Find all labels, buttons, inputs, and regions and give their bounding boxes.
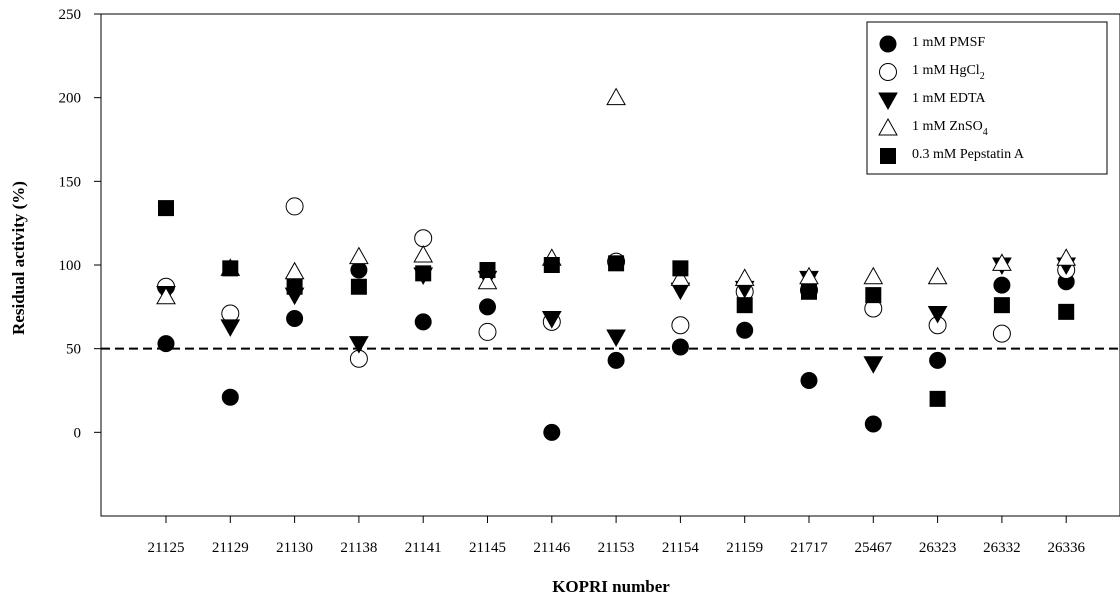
data-point: [157, 335, 175, 353]
series-0-3-mm-pepstatin-a: [158, 200, 1075, 407]
x-tick-label: 26336: [1047, 540, 1085, 556]
data-point: [349, 246, 369, 265]
y-axis-title: Residual activity (%): [9, 181, 28, 335]
data-point: [158, 200, 174, 217]
y-tick-label: 200: [59, 91, 82, 107]
data-point: [992, 324, 1011, 343]
data-point: [927, 266, 948, 285]
x-tick-label: 21153: [598, 540, 635, 556]
x-tick-label: 21141: [405, 540, 442, 556]
data-point: [670, 268, 691, 286]
data-point: [479, 262, 496, 279]
legend-label: 1 mM PMSF: [912, 35, 985, 50]
data-point: [413, 244, 434, 263]
data-point: [415, 265, 432, 282]
data-point: [284, 261, 305, 280]
data-point: [414, 229, 433, 248]
x-tick-label: 26323: [919, 540, 957, 556]
series-1-mm-pmsf: [157, 261, 1075, 441]
legend-label: 1 mM EDTA: [912, 91, 986, 106]
y-tick-label: 250: [59, 7, 82, 23]
y-tick-label: 150: [59, 174, 82, 190]
data-point: [607, 351, 625, 369]
series-1-mm-znso4: [156, 87, 1077, 305]
axes: 0 50 100 150 200 250 21125 21129 21130 21138 21141…: [59, 7, 1086, 556]
legend-label: 1 mM ZnSO4: [912, 119, 988, 138]
data-point: [672, 260, 689, 277]
data-point: [929, 390, 946, 407]
data-point: [993, 297, 1010, 314]
data-markers: [156, 87, 1077, 441]
x-tick-label: 21146: [533, 540, 570, 556]
legend-label: 0.3 mM Pepstatin A: [912, 147, 1025, 162]
x-tick-label: 21130: [276, 540, 313, 556]
data-point: [992, 253, 1012, 271]
data-point: [606, 329, 626, 347]
legend-marker: [880, 148, 896, 164]
data-point: [864, 415, 882, 433]
legend-marker: [878, 117, 898, 136]
data-point: [349, 336, 369, 354]
legend-marker: [879, 63, 897, 81]
data-point: [863, 266, 884, 285]
data-point: [220, 319, 241, 337]
data-point: [285, 197, 304, 216]
x-tick-label: 21138: [340, 540, 377, 556]
data-point: [801, 283, 817, 300]
data-point: [543, 423, 561, 441]
data-point: [736, 321, 754, 339]
x-axis-title: KOPRI number: [552, 577, 670, 596]
x-tick-label: 21145: [469, 540, 506, 556]
data-point: [1058, 303, 1075, 320]
data-point: [350, 278, 367, 295]
data-point: [221, 388, 239, 406]
y-tick-label: 50: [66, 342, 81, 358]
data-point: [286, 278, 303, 295]
data-point: [863, 356, 884, 374]
data-point: [478, 322, 497, 341]
legend: 1 mM PMSF 1 mM HgCl2 1 mM EDTA 1 mM ZnSO4 0.…: [866, 21, 1108, 175]
y-tick-label: 0: [74, 425, 82, 441]
x-tick-label: 26332: [983, 540, 1021, 556]
data-point: [671, 338, 689, 356]
data-point: [286, 310, 304, 328]
legend-box: [866, 21, 1108, 175]
data-point: [734, 268, 755, 286]
data-point: [1056, 248, 1077, 266]
data-point: [479, 298, 496, 316]
legend-marker: [878, 92, 898, 111]
data-point: [671, 316, 690, 335]
data-point: [477, 271, 498, 290]
legend-label: 1 mM HgCl2: [912, 63, 985, 82]
data-point: [865, 287, 882, 304]
y-tick-label: 100: [59, 258, 82, 274]
x-tick-label: 21159: [726, 540, 763, 556]
x-tick-label: 25467: [855, 540, 893, 556]
data-point: [800, 371, 818, 389]
legend-marker: [879, 35, 897, 53]
x-tick-label: 21125: [148, 540, 185, 556]
data-point: [799, 266, 819, 285]
data-point: [543, 257, 560, 273]
x-tick-label: 21717: [790, 540, 828, 556]
x-tick-label: 21154: [662, 540, 699, 556]
x-tick-label: 21129: [212, 540, 249, 556]
data-point: [414, 313, 432, 331]
data-point: [222, 260, 239, 277]
data-point: [541, 311, 562, 329]
data-point: [993, 276, 1011, 294]
data-point: [350, 261, 368, 279]
data-point: [156, 286, 176, 305]
data-point: [606, 87, 626, 106]
data-point: [929, 351, 947, 369]
data-point: [927, 306, 948, 324]
data-point: [736, 297, 753, 314]
data-point: [608, 255, 625, 272]
